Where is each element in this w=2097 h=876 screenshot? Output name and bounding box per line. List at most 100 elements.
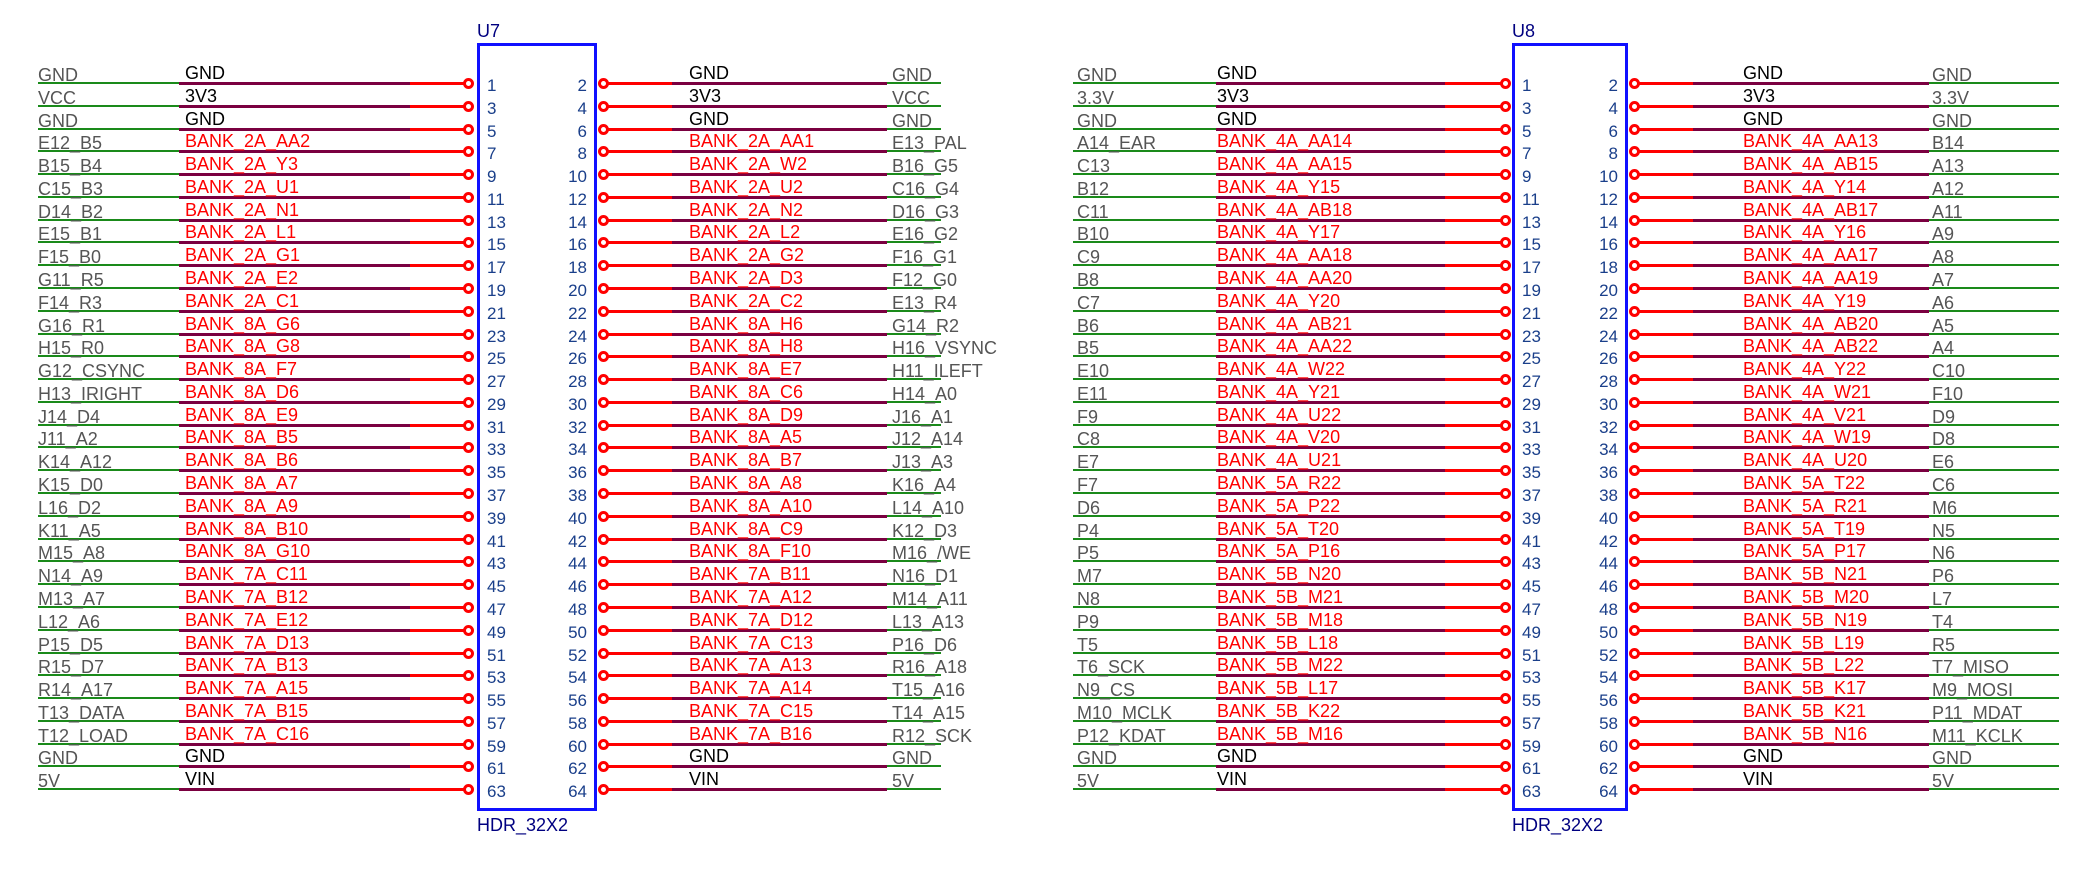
net-name-right: BANK_2A_G2: [689, 245, 805, 266]
net-wire-right: [672, 583, 887, 587]
pin-right: [598, 442, 609, 454]
net-wire-right: [1693, 150, 1929, 154]
wire-left: [38, 537, 179, 540]
pin-left: [1500, 100, 1511, 112]
wire-left: [1073, 195, 1216, 198]
pin-left: [463, 738, 474, 750]
pin-number-even: 42: [1599, 531, 1618, 551]
pin-number-odd: 15: [487, 235, 506, 255]
pin-lead-right: [1639, 765, 1693, 769]
pin-lead-right: [1639, 173, 1693, 177]
pin-number-odd: 59: [487, 736, 506, 756]
net-name-left: BANK_8A_G10: [185, 541, 311, 562]
net-name-right: BANK_5B_N16: [1743, 723, 1868, 744]
pin-lead-right: [1639, 287, 1693, 291]
pin-number-even: 60: [1599, 736, 1618, 756]
pin-lead-right: [608, 446, 672, 450]
signal-label-left: D14_B2: [38, 201, 104, 222]
net-wire-right: [1693, 287, 1929, 291]
net-name-left: BANK_2A_Y3: [185, 154, 299, 175]
wire-right: [1929, 492, 2059, 495]
net-name-right: BANK_4A_V21: [1743, 404, 1867, 425]
signal-label-right: N6: [1932, 543, 1956, 564]
pin-number-odd: 33: [487, 440, 506, 460]
signal-label-left: B15_B4: [38, 156, 103, 177]
net-name-right: BANK_5A_P17: [1743, 541, 1867, 562]
net-name-left: BANK_4A_AA18: [1217, 245, 1353, 266]
net-wire-right: [672, 332, 887, 336]
signal-label-right: GND: [892, 110, 932, 131]
wire-left: [1073, 82, 1216, 84]
net-wire-right: [1693, 264, 1929, 268]
wire-left: [1073, 104, 1216, 107]
pin-right: [1629, 305, 1640, 317]
signal-label-left: P9: [1077, 611, 1100, 632]
part-name: HDR_32X2: [1512, 815, 1604, 836]
net-name-left: BANK_4A_AA14: [1217, 131, 1353, 152]
pin-number-even: 28: [1599, 372, 1618, 392]
net-wire-left: [179, 195, 410, 199]
pin-number-even: 30: [568, 394, 587, 414]
pin-right: [1629, 169, 1640, 181]
signal-label-right: T4: [1932, 611, 1954, 632]
pin-lead-right: [608, 309, 672, 313]
pin-lead-right: [1639, 264, 1693, 268]
net-wire-left: [1216, 469, 1445, 473]
net-name-left: BANK_8A_E9: [185, 404, 299, 425]
pin-left: [1500, 374, 1511, 386]
net-wire-left: [1216, 355, 1445, 359]
pin-right: [1629, 123, 1640, 135]
wire-right: [1929, 537, 2059, 540]
net-wire-left: [179, 469, 410, 473]
wire-right: [887, 150, 941, 153]
net-wire-right: [672, 719, 887, 723]
pin-lead-left: [410, 173, 466, 177]
wire-right: [1929, 400, 2059, 403]
signal-label-right: M6: [1932, 497, 1958, 518]
signal-label-left: B12: [1077, 178, 1110, 199]
wire-right: [887, 697, 941, 700]
net-name-left: 3V3: [1217, 85, 1250, 106]
wire-left: [38, 560, 179, 563]
pin-lead-right: [1639, 651, 1693, 655]
wire-left: [1073, 537, 1216, 540]
net-name-right: BANK_8A_A10: [689, 495, 813, 516]
pin-right: [598, 624, 609, 636]
pin-number-odd: 41: [1522, 531, 1541, 551]
net-wire-right: [1693, 628, 1929, 632]
net-wire-left: [179, 492, 410, 496]
net-name-right: BANK_7A_A12: [689, 586, 813, 607]
signal-label-right: A7: [1932, 270, 1955, 291]
net-wire-left: [179, 104, 410, 108]
pin-right: [598, 784, 609, 796]
net-wire-right: [1693, 719, 1929, 723]
net-wire-right: [672, 605, 887, 609]
pin-lead-right: [608, 355, 672, 359]
wire-right: [887, 446, 941, 449]
pin-left: [1500, 214, 1511, 226]
net-wire-left: [1216, 400, 1445, 404]
net-wire-left: [179, 264, 410, 268]
pin-right: [1629, 351, 1640, 363]
net-name-right: GND: [1743, 746, 1783, 767]
wire-right: [1929, 287, 2059, 290]
net-name-right: VIN: [689, 769, 720, 790]
pin-left: [1500, 488, 1511, 500]
signal-label-right: B16_G5: [892, 156, 959, 177]
pin-number-even: 32: [568, 417, 587, 437]
pin-lead-left: [1445, 150, 1503, 154]
net-wire-left: [179, 537, 410, 541]
net-name-right: BANK_4A_W21: [1743, 381, 1872, 402]
signal-label-left: GND: [1077, 748, 1117, 769]
pin-number-even: 50: [568, 622, 587, 642]
part-name: HDR_32X2: [477, 815, 569, 836]
pin-right: [598, 715, 609, 727]
pin-right: [1629, 601, 1640, 613]
signal-label-right: A11: [1932, 201, 1963, 222]
wire-right: [887, 82, 941, 84]
pin-lead-right: [1639, 423, 1693, 427]
pin-number-even: 50: [1599, 622, 1618, 642]
net-name-right: BANK_4A_U20: [1743, 450, 1868, 471]
wire-right: [1929, 742, 2059, 745]
pin-lead-left: [1445, 264, 1503, 268]
